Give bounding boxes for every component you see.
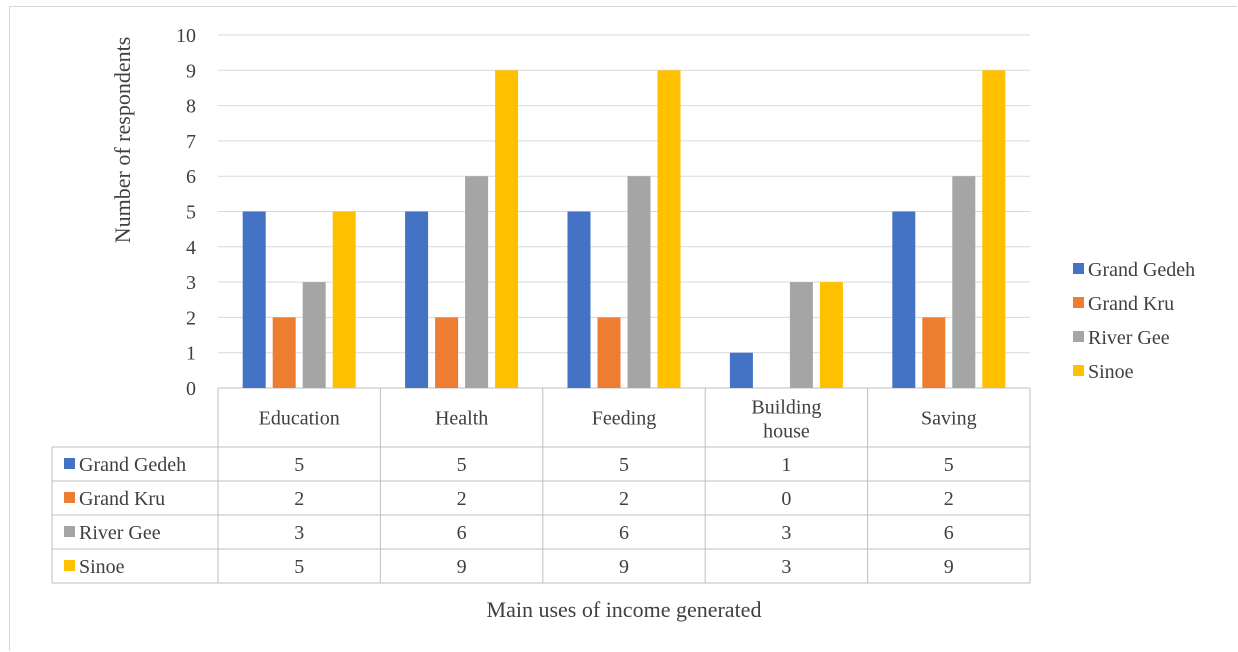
- bar-river-gee-education: [302, 282, 326, 388]
- legend-label-sinoe: Sinoe: [1088, 361, 1134, 383]
- data-table: Education Health Feeding Building house Savin…: [51, 388, 1031, 584]
- bars: [242, 70, 1006, 389]
- bar-grand-gedeh-saving: [892, 211, 916, 388]
- y-tick-label: 9: [186, 60, 196, 82]
- bar-river-gee-building-house: [789, 282, 813, 388]
- table-value-grand-gedeh-building-house: 1: [781, 454, 791, 476]
- y-tick-label: 8: [186, 96, 196, 118]
- bar-sinoe-feeding: [657, 70, 681, 389]
- table-row-label-grand-gedeh: Grand Gedeh: [79, 454, 186, 476]
- y-tick-label: 0: [186, 378, 196, 400]
- legend-key-grand-kru: [1073, 297, 1084, 308]
- y-tick-label: 2: [186, 307, 196, 329]
- table-row-label-grand-kru: Grand Kru: [79, 488, 165, 510]
- table-value-river-gee-saving: 6: [944, 522, 954, 544]
- y-tick-label: 4: [186, 237, 196, 259]
- category-label-saving: Saving: [921, 408, 977, 430]
- bar-grand-gedeh-building-house: [729, 352, 753, 388]
- table-value-grand-kru-saving: 2: [944, 488, 954, 510]
- table-value-grand-gedeh-education: 5: [294, 454, 304, 476]
- axes: 0 1 2 3 4 5 6 7 8 9 10: [176, 25, 196, 400]
- legend-key-sinoe: [1073, 365, 1084, 376]
- table-value-grand-kru-feeding: 2: [619, 488, 629, 510]
- bar-sinoe-saving: [982, 70, 1006, 389]
- y-tick-label: 1: [186, 343, 196, 365]
- table-value-river-gee-building-house: 3: [781, 522, 791, 544]
- y-tick-label: 10: [176, 25, 196, 47]
- table-value-sinoe-feeding: 9: [619, 556, 629, 578]
- table-value-grand-kru-education: 2: [294, 488, 304, 510]
- table-value-grand-kru-building-house: 0: [781, 488, 791, 510]
- table-value-grand-gedeh-health: 5: [457, 454, 467, 476]
- y-tick-label: 5: [186, 202, 196, 224]
- table-value-grand-gedeh-feeding: 5: [619, 454, 629, 476]
- bar-sinoe-building-house: [819, 282, 843, 388]
- x-axis-title: Main uses of income generated: [487, 597, 762, 622]
- bar-grand-kru-saving: [922, 317, 946, 388]
- bar-grand-gedeh-feeding: [567, 211, 591, 388]
- table-value-river-gee-health: 6: [457, 522, 467, 544]
- table-value-sinoe-health: 9: [457, 556, 467, 578]
- y-axis-title: Number of respondents: [110, 37, 135, 244]
- bar-sinoe-education: [332, 211, 356, 388]
- table-value-grand-gedeh-saving: 5: [944, 454, 954, 476]
- y-tick-label: 6: [186, 166, 196, 188]
- table-value-river-gee-feeding: 6: [619, 522, 629, 544]
- legend-label-river-gee: River Gee: [1088, 327, 1170, 349]
- table-key-sinoe: [64, 560, 75, 571]
- y-tick-label: 3: [186, 272, 196, 294]
- bar-sinoe-health: [495, 70, 519, 389]
- legend-label-grand-kru: Grand Kru: [1088, 293, 1174, 315]
- table-key-grand-kru: [64, 492, 75, 503]
- table-value-sinoe-education: 5: [294, 556, 304, 578]
- bar-river-gee-feeding: [627, 176, 651, 388]
- legend-key-grand-gedeh: [1073, 263, 1084, 274]
- category-label-health: Health: [435, 408, 488, 430]
- bar-grand-gedeh-education: [242, 211, 266, 388]
- bar-grand-kru-education: [272, 317, 296, 388]
- category-label-education: Education: [259, 408, 340, 430]
- category-label-feeding: Feeding: [592, 408, 656, 430]
- legend: Grand Gedeh Grand Kru River Gee Sinoe: [1073, 259, 1195, 383]
- bar-grand-gedeh-health: [405, 211, 429, 388]
- table-value-sinoe-building-house: 3: [781, 556, 791, 578]
- legend-label-grand-gedeh: Grand Gedeh: [1088, 259, 1195, 281]
- table-key-grand-gedeh: [64, 458, 75, 469]
- table-key-river-gee: [64, 526, 75, 537]
- bar-river-gee-saving: [952, 176, 976, 388]
- y-tick-label: 7: [186, 131, 196, 153]
- table-row-label-river-gee: River Gee: [79, 522, 161, 544]
- table-value-grand-kru-health: 2: [457, 488, 467, 510]
- legend-key-river-gee: [1073, 331, 1084, 342]
- bar-river-gee-health: [465, 176, 489, 388]
- table-value-river-gee-education: 3: [294, 522, 304, 544]
- bar-grand-kru-feeding: [597, 317, 621, 388]
- category-label-building-house: Building house: [751, 397, 821, 443]
- bar-grand-kru-health: [435, 317, 459, 388]
- table-value-sinoe-saving: 9: [944, 556, 954, 578]
- chart-frame: [9, 6, 1237, 651]
- table-row-label-sinoe: Sinoe: [79, 556, 125, 578]
